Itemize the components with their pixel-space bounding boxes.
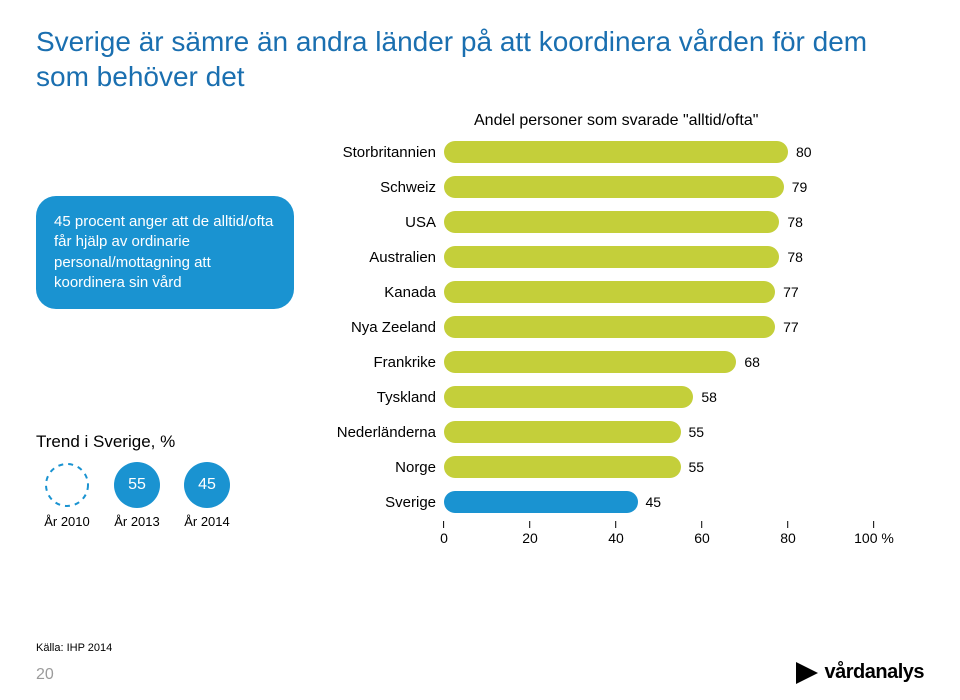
bar-label: Schweiz <box>314 179 444 196</box>
bar-label: Nederländerna <box>314 424 444 441</box>
bar-value: 55 <box>689 424 705 440</box>
bar-value: 55 <box>689 459 705 475</box>
axis-tick: 0 <box>440 521 448 546</box>
bar-value: 77 <box>783 319 799 335</box>
bar-area: 78 <box>444 206 874 238</box>
trend-circle-dashed <box>44 462 90 508</box>
page-number: 20 <box>36 666 54 684</box>
trend-year-label: År 2013 <box>114 514 160 529</box>
trend-year-label: År 2010 <box>44 514 90 529</box>
trend-circle: 45 <box>184 462 230 508</box>
trend-block: Trend i Sverige, % År 2010 55 År 2013 45 År … <box>36 432 294 533</box>
bar-label: Australien <box>314 249 444 266</box>
bar-row: Australien78 <box>314 241 924 273</box>
trend-year-label: År 2014 <box>184 514 230 529</box>
bar-row: Tyskland58 <box>314 381 924 413</box>
bar-label: Storbritannien <box>314 144 444 161</box>
bar: 78 <box>444 246 779 268</box>
bar-row: USA78 <box>314 206 924 238</box>
bar-value: 45 <box>646 494 662 510</box>
bar-area: 58 <box>444 381 874 413</box>
bar-value: 58 <box>701 389 717 405</box>
bar: 68 <box>444 351 736 373</box>
bar-row: Nya Zeeland77 <box>314 311 924 343</box>
axis-tick: 100 % <box>854 521 894 546</box>
bar-label: Sverige <box>314 494 444 511</box>
bar-area: 78 <box>444 241 874 273</box>
axis-tick: 20 <box>522 521 538 546</box>
bar: 58 <box>444 386 693 408</box>
bar-row: Nederländerna55 <box>314 416 924 448</box>
bar: 77 <box>444 281 775 303</box>
bar-area: 77 <box>444 276 874 308</box>
bar: 55 <box>444 456 681 478</box>
trend-circle: 55 <box>114 462 160 508</box>
logo-text: vårdanalys <box>824 661 924 684</box>
trend-title: Trend i Sverige, % <box>36 432 294 452</box>
trend-item: 55 År 2013 <box>114 462 160 529</box>
bar-label: Kanada <box>314 284 444 301</box>
bar-label: Nya Zeeland <box>314 319 444 336</box>
axis-tick: 60 <box>694 521 710 546</box>
trend-item: År 2010 <box>44 462 90 529</box>
bar: 77 <box>444 316 775 338</box>
bar-label: Tyskland <box>314 389 444 406</box>
bar-area: 55 <box>444 451 874 483</box>
bar-area: 79 <box>444 171 874 203</box>
source-text: Källa: IHP 2014 <box>36 642 112 654</box>
bar-label: Norge <box>314 459 444 476</box>
bar-value: 78 <box>787 214 803 230</box>
bar-value: 78 <box>787 249 803 265</box>
bar-area: 80 <box>444 136 874 168</box>
bar-label: USA <box>314 214 444 231</box>
bar: 79 <box>444 176 784 198</box>
bar-row: Storbritannien80 <box>314 136 924 168</box>
bar-value: 68 <box>744 354 760 370</box>
bar-area: 68 <box>444 346 874 378</box>
vardanalys-logo: vårdanalys <box>796 661 924 684</box>
bar-value: 80 <box>796 144 812 160</box>
bar-area: 55 <box>444 416 874 448</box>
bar-chart: Storbritannien80Schweiz79USA78Australien… <box>314 136 924 518</box>
x-axis: 0 20 40 60 80 100 % <box>314 521 924 561</box>
bar: 80 <box>444 141 788 163</box>
axis-tick: 80 <box>780 521 796 546</box>
bar-label: Frankrike <box>314 354 444 371</box>
bar: 55 <box>444 421 681 443</box>
chart-subtitle: Andel personer som svarade "alltid/ofta" <box>474 112 924 130</box>
bar-row: Norge55 <box>314 451 924 483</box>
bar-value: 77 <box>783 284 799 300</box>
trend-item: 45 År 2014 <box>184 462 230 529</box>
chart-column: Andel personer som svarade "alltid/ofta"… <box>314 112 924 561</box>
page-title: Sverige är sämre än andra länder på att … <box>36 24 924 94</box>
bar-row: Schweiz79 <box>314 171 924 203</box>
bar: 78 <box>444 211 779 233</box>
bar-row: Sverige45 <box>314 486 924 518</box>
bar-value: 79 <box>792 179 808 195</box>
callout-bubble: 45 procent anger att de alltid/ofta får … <box>36 196 294 309</box>
bar: 45 <box>444 491 638 513</box>
logo-icon <box>796 662 818 684</box>
bar-row: Kanada77 <box>314 276 924 308</box>
axis-tick: 40 <box>608 521 624 546</box>
bar-row: Frankrike68 <box>314 346 924 378</box>
bar-area: 45 <box>444 486 874 518</box>
bar-area: 77 <box>444 311 874 343</box>
